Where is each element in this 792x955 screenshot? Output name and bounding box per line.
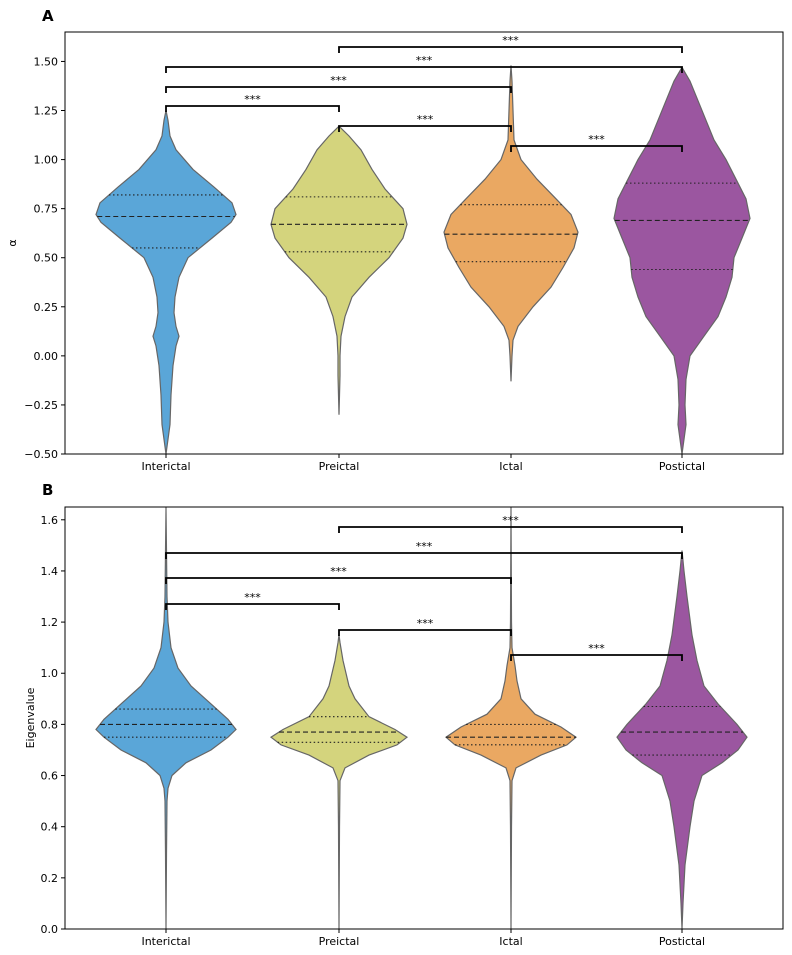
x-tick-label: Interictal: [141, 935, 190, 948]
axes-frame: [64, 506, 784, 930]
panel-a-letter: A: [42, 7, 54, 25]
significance-bracket: [338, 125, 512, 132]
y-tick-label: 1.4: [41, 565, 59, 578]
significance-bracket: [338, 526, 683, 533]
significance-bracket: [165, 603, 340, 610]
violin-ictal: [443, 65, 579, 382]
significance-bracket: [165, 577, 512, 584]
y-tick-label: 1.0: [41, 667, 59, 680]
axes-frame: [64, 31, 784, 455]
violin-interictal: [95, 110, 237, 455]
panel-a: α −0.50 −0.25 0.00 0.25 0.50 0.75 1.00 1.25 1.50 I…: [6, 7, 784, 473]
significance-label: ***: [588, 133, 605, 146]
significance-label: ***: [502, 514, 519, 527]
y-tick-label: 0.75: [34, 203, 59, 216]
y-tick-label: 1.00: [34, 154, 59, 167]
y-tick-label: 1.6: [41, 514, 59, 527]
x-tick-label: Preictal: [319, 460, 360, 473]
significance-bracket: [510, 145, 683, 152]
x-tick-label: Postictal: [659, 460, 705, 473]
y-tick-label: 0.2: [41, 872, 59, 885]
significance-label: ***: [588, 642, 605, 655]
significance-label: ***: [416, 540, 433, 553]
significance-label: ***: [417, 113, 434, 126]
y-tick-label: 0.00: [34, 350, 59, 363]
significance-bracket: [165, 105, 340, 112]
y-tick-label: 1.50: [34, 55, 59, 68]
y-tick-label: 0.4: [41, 821, 59, 834]
y-tick-label: 0.0: [41, 923, 59, 936]
significance-label: ***: [416, 54, 433, 67]
y-tick-label: 0.6: [41, 770, 59, 783]
violin-postictal: [616, 550, 748, 930]
significance-label: ***: [244, 591, 261, 604]
panel-b: Eigenvalue 0.0 0.2 0.4 0.6 0.8 1.0 1.2 1.4 1.6 Int…: [24, 481, 784, 948]
y-tick-label: 0.50: [34, 252, 59, 265]
y-tick-label: −0.50: [24, 448, 58, 461]
y-tick-label: 0.8: [41, 718, 59, 731]
y-tick-label: 0.25: [34, 301, 59, 314]
panel-b-letter: B: [42, 481, 53, 499]
violin-postictal: [613, 66, 751, 455]
significance-label: ***: [502, 34, 519, 47]
y-tick-label: −0.25: [24, 399, 58, 412]
y-tick-label: 1.25: [34, 105, 59, 118]
significance-label: ***: [330, 74, 347, 87]
significance-bracket: [165, 552, 683, 559]
significance-bracket: [338, 629, 512, 636]
significance-label: ***: [244, 93, 261, 106]
significance-label: ***: [330, 565, 347, 578]
violin-ictal: [445, 506, 577, 930]
significance-bracket: [510, 654, 683, 661]
x-tick-label: Preictal: [319, 935, 360, 948]
y-axis-label: Eigenvalue: [24, 687, 37, 748]
x-tick-label: Ictal: [499, 460, 522, 473]
significance-label: ***: [417, 617, 434, 630]
violin-interictal: [95, 506, 237, 930]
x-tick-label: Postictal: [659, 935, 705, 948]
x-tick-label: Ictal: [499, 935, 522, 948]
y-axis-label: α: [6, 239, 19, 246]
x-tick-label: Interictal: [141, 460, 190, 473]
significance-bracket: [165, 66, 683, 73]
significance-bracket: [165, 86, 512, 93]
significance-bracket: [338, 46, 683, 53]
violin-preictal: [270, 125, 408, 415]
y-tick-label: 1.2: [41, 616, 59, 629]
violin-preictal: [269, 634, 409, 930]
